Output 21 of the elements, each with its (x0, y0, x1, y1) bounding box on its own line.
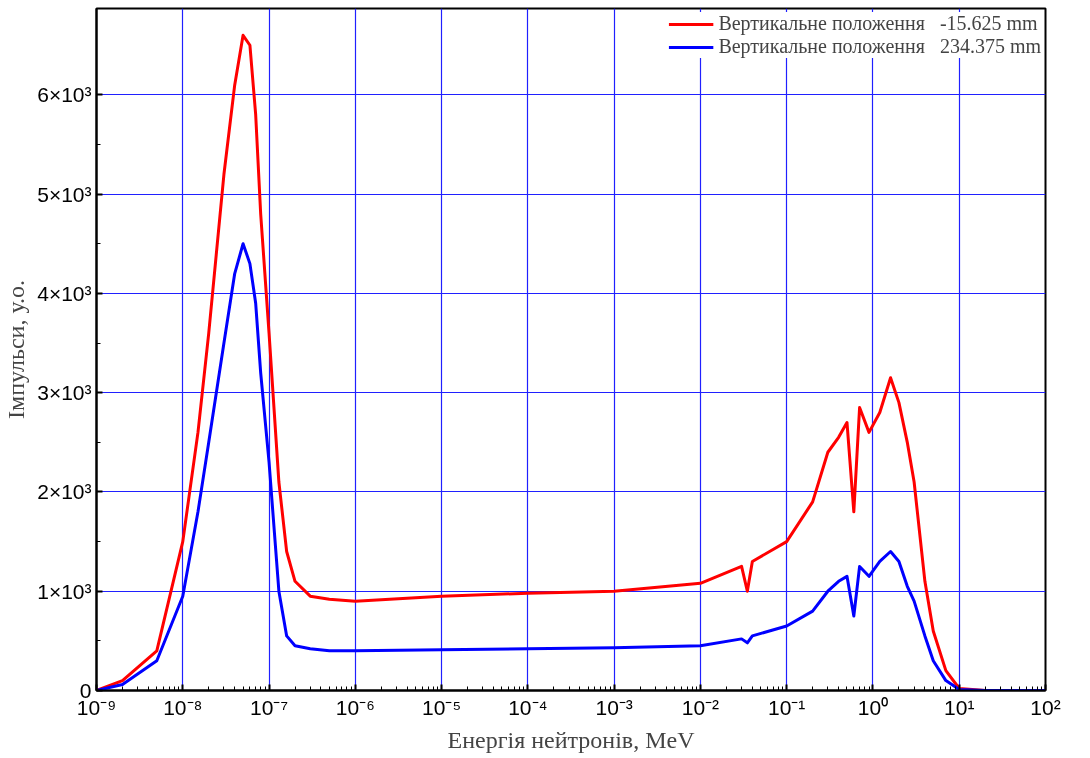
y-tick-label: 1×10³ (37, 579, 92, 603)
x-tick-label: 10⁻⁸ (163, 695, 203, 719)
y-tick-label: 4×10³ (37, 281, 92, 305)
x-tick-label: 10⁻² (681, 695, 720, 719)
x-tick-label: 10¹ (944, 695, 975, 719)
x-tick-label: 10⁻⁷ (250, 695, 289, 719)
y-tick-label: 2×10³ (37, 480, 92, 504)
y-tick-label: 5×10³ (37, 182, 92, 206)
x-axis-title: Енергія нейтронів, MeV (447, 726, 696, 753)
x-tick-label: 10⁻³ (595, 695, 633, 719)
x-tick-label: 10⁻¹ (768, 695, 806, 719)
x-tick-label: 10⁻⁴ (508, 695, 548, 719)
legend-label: Вертикальне положення 234.375 mm (718, 35, 1041, 58)
x-tick-label: 10⁻⁶ (335, 695, 375, 719)
y-axis-title: Імпульси, у.о. (3, 280, 30, 419)
x-tick-label: 10² (1030, 695, 1061, 719)
x-tick-label: 10⁰ (857, 695, 889, 719)
legend-label: Вертикальне положення -15.625 mm (718, 12, 1038, 35)
y-tick-label: 6×10³ (37, 83, 92, 107)
y-tick-label: 3×10³ (37, 381, 92, 405)
x-tick-label: 10⁻⁵ (422, 695, 462, 719)
